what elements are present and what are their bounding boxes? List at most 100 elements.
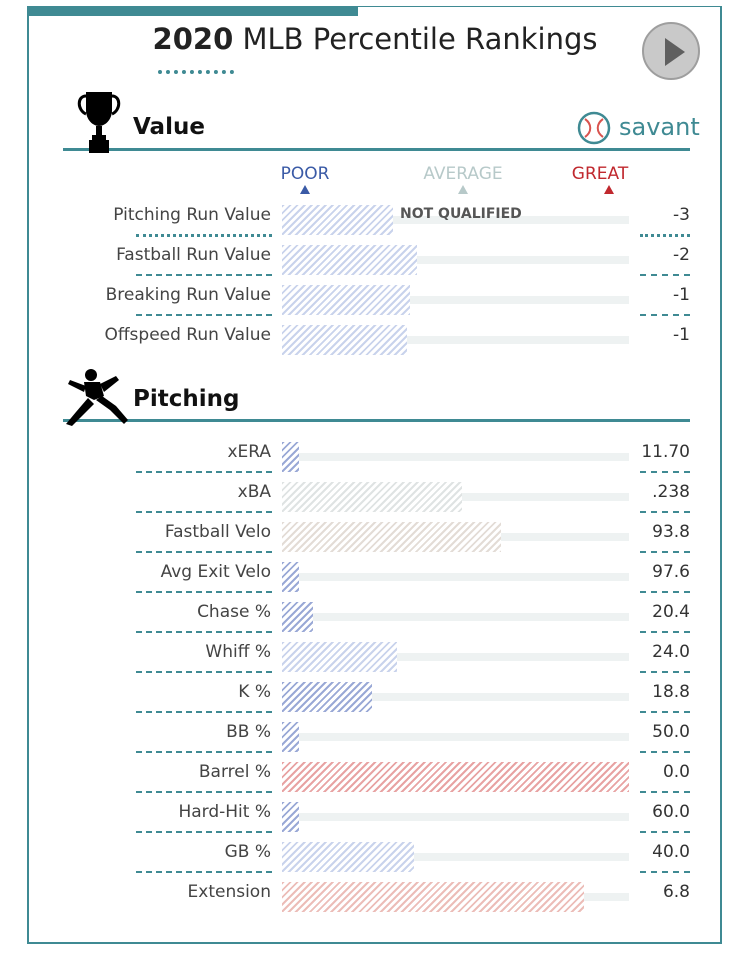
row-divider-left [136,591,272,593]
percentile-track [282,453,629,461]
metric-row: Offspeed Run Value -1 [0,316,750,356]
percentile-bar [282,762,629,792]
row-divider-left [136,471,272,473]
scale-average-label: AVERAGE [423,164,503,184]
row-divider-left [136,831,272,833]
card-top-accent [27,6,358,16]
metric-label: Barrel % [198,762,271,782]
percentile-bar [282,522,501,552]
metric-value: 40.0 [652,842,690,862]
percentile-bar [282,722,299,752]
percentile-bar [282,842,414,872]
metric-row: Hard-Hit % 60.0 [0,793,750,833]
row-divider-left [136,791,272,793]
metric-row: Avg Exit Velo 97.6 [0,553,750,593]
pitching-section-title: Pitching [133,386,240,412]
metric-row: Barrel % 0.0 [0,753,750,793]
row-divider-right [640,791,690,793]
metric-label: Whiff % [205,642,271,662]
row-divider-right [640,871,690,873]
trophy-icon [77,92,121,153]
scale-poor-label: POOR [280,164,330,184]
baseball-icon [577,111,611,145]
metric-value: -1 [673,285,690,305]
row-divider-left [136,871,272,873]
percentile-bar [282,245,417,275]
percentile-bar [282,482,462,512]
metric-row: xBA .238 [0,473,750,513]
metric-label: GB % [224,842,271,862]
savant-brand-text: savant [619,113,700,141]
metric-row: Fastball Run Value -2 [0,236,750,276]
metric-label: K % [238,682,271,702]
metric-label: xBA [237,482,271,502]
row-divider-right [640,671,690,673]
percentile-track [282,296,629,304]
metric-row: Chase % 20.4 [0,593,750,633]
percentile-bar [282,562,299,592]
row-divider-left [136,631,272,633]
play-button[interactable] [642,22,700,80]
value-section-title: Value [133,114,205,140]
row-divider-left [136,711,272,713]
play-icon [665,38,685,66]
metric-value: -2 [673,245,690,265]
title-underline [158,70,234,74]
percentile-bar [282,882,584,912]
scale-poor-marker [300,185,310,194]
percentile-track [282,813,629,821]
metric-value: 93.8 [652,522,690,542]
metric-label: xERA [227,442,271,462]
metric-value: 24.0 [652,642,690,662]
metric-value: 6.8 [662,882,690,902]
metric-row: Breaking Run Value -1 [0,276,750,316]
metric-value: .238 [652,482,690,502]
row-divider-left [136,274,272,276]
percentile-track [282,733,629,741]
percentile-track [282,573,629,581]
row-divider-right [640,591,690,593]
title-text: MLB Percentile Rankings [242,22,598,56]
percentile-bar [282,442,299,472]
metric-value: 18.8 [652,682,690,702]
metric-value: 60.0 [652,802,690,822]
percentile-track [282,336,629,344]
scale-great-marker [604,185,614,194]
chart-title: 2020 MLB Percentile Rankings [0,22,750,56]
metric-label: Avg Exit Velo [160,562,271,582]
percentile-track [282,693,629,701]
percentile-bar [282,285,410,315]
row-divider-right [640,711,690,713]
not-qualified-note: NOT QUALIFIED [400,206,522,222]
metric-row: K % 18.8 [0,673,750,713]
row-divider-left [136,551,272,553]
percentile-bar [282,325,407,355]
metric-value: 11.70 [641,442,690,462]
row-divider-left [136,751,272,753]
metric-label: Fastball Run Value [116,245,271,265]
row-divider-right [640,551,690,553]
percentile-bar [282,205,393,235]
metric-row: Pitching Run Value -3 NOT QUALIFIED [0,196,750,237]
scale-great-label: GREAT [571,164,629,184]
metric-value: 0.0 [662,762,690,782]
metric-label: Offspeed Run Value [104,325,271,345]
scale-average-marker [458,185,468,194]
row-divider-right [640,751,690,753]
row-divider-right [640,511,690,513]
pitcher-icon [66,369,128,426]
row-divider-right [640,631,690,633]
value-section-header [63,120,690,151]
metric-label: Breaking Run Value [105,285,271,305]
metric-label: Fastball Velo [164,522,271,542]
metric-value: -1 [673,325,690,345]
row-divider-right [640,831,690,833]
chart-card [27,6,722,944]
row-divider-right [640,471,690,473]
metric-label: Extension [187,882,271,902]
percentile-bar [282,642,397,672]
pitching-section-header [63,392,690,422]
metric-row: xERA 11.70 [0,433,750,473]
row-divider-left [136,511,272,513]
metric-label: BB % [226,722,271,742]
